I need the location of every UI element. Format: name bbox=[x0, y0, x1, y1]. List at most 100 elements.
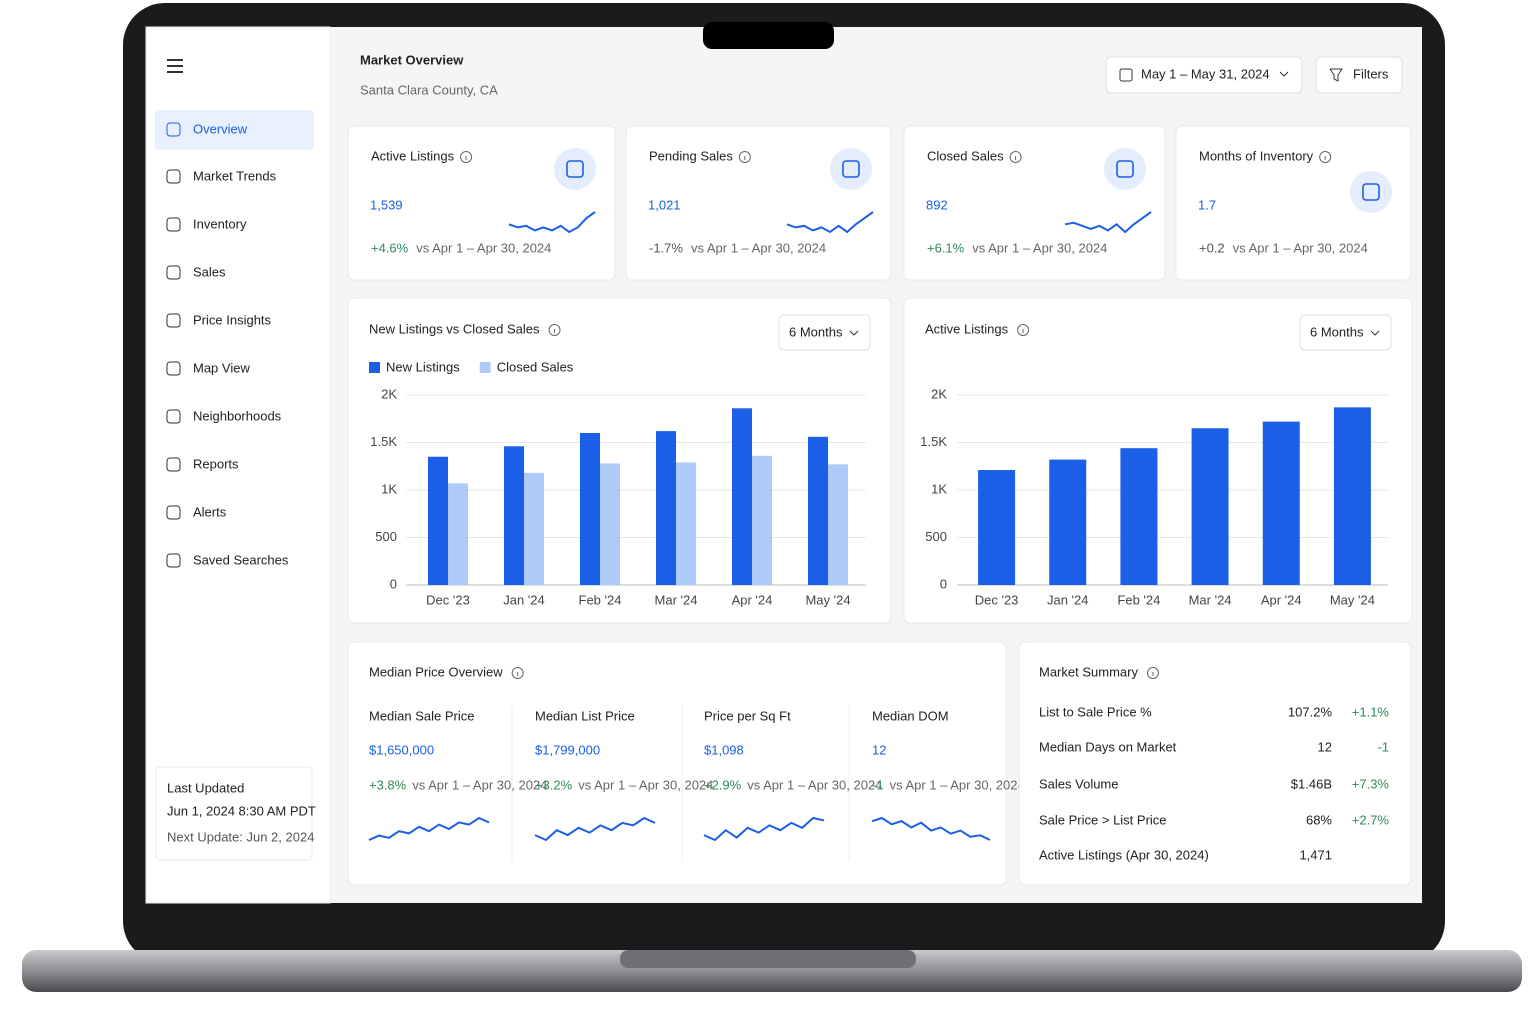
section-title: Market Summary bbox=[1039, 664, 1138, 679]
y-tick-label: 2K bbox=[931, 386, 947, 401]
metric-comparison: vs Apr 1 – Apr 30, 2024 bbox=[890, 777, 1025, 792]
card bbox=[625, 125, 892, 281]
nav-item[interactable]: Alerts bbox=[193, 504, 227, 519]
nav-item[interactable]: Map View bbox=[193, 360, 250, 375]
legend-label: New Listings bbox=[386, 359, 460, 374]
info-icon bbox=[548, 324, 561, 336]
y-tick-label: 500 bbox=[375, 529, 397, 544]
y-tick-label: 1.5K bbox=[920, 434, 947, 449]
kpi-value: 1,021 bbox=[648, 197, 681, 212]
nav-icon bbox=[166, 217, 181, 232]
chevron bbox=[1279, 71, 1289, 77]
sparkline bbox=[786, 211, 874, 234]
y-tick-label: 1K bbox=[381, 481, 397, 496]
laptop-base bbox=[22, 950, 1522, 992]
y-tick-label: 500 bbox=[925, 529, 947, 544]
kpi-icon-bg bbox=[1104, 148, 1146, 190]
y-tick-label: 0 bbox=[940, 576, 947, 591]
summary-change: +2.7% bbox=[1352, 812, 1390, 827]
card bbox=[903, 125, 1166, 281]
metric-comparison: vs Apr 1 – Apr 30, 2024 bbox=[412, 777, 547, 792]
metric-change: +2.9% bbox=[704, 777, 742, 792]
page-title: Market Overview bbox=[360, 52, 464, 67]
filters-button[interactable] bbox=[1315, 56, 1403, 94]
date-range-button[interactable] bbox=[1105, 56, 1303, 94]
chevron bbox=[849, 330, 859, 336]
bar bbox=[580, 433, 600, 585]
metric-change: +3.8% bbox=[369, 777, 407, 792]
kpi-change: -1.7% bbox=[649, 240, 683, 255]
nav-icon bbox=[166, 409, 181, 424]
legend-swatch bbox=[369, 362, 380, 373]
menu-icon[interactable] bbox=[167, 59, 183, 73]
period-dropdown[interactable] bbox=[778, 314, 871, 351]
info-icon bbox=[460, 151, 473, 163]
kpi-icon bbox=[566, 160, 584, 178]
legend-swatch bbox=[479, 362, 491, 373]
nav-icon bbox=[166, 313, 181, 328]
x-tick-label: Mar '24 bbox=[655, 592, 698, 607]
bar bbox=[428, 456, 448, 585]
metric-value: $1,098 bbox=[704, 742, 744, 757]
filter-icon bbox=[1329, 68, 1343, 82]
sidebar bbox=[145, 26, 331, 904]
nav-item[interactable]: Price Insights bbox=[193, 312, 272, 327]
chart-title: Active Listings bbox=[925, 321, 1009, 336]
nav-item[interactable]: Saved Searches bbox=[193, 552, 289, 567]
kpi-value: 1,539 bbox=[370, 197, 403, 212]
last-updated-time: Jun 1, 2024 8:30 AM PDT bbox=[167, 803, 316, 818]
summary-label: Median Days on Market bbox=[1039, 739, 1177, 754]
bar bbox=[752, 455, 772, 585]
nav-item[interactable]: Market Trends bbox=[193, 168, 277, 183]
x-tick-label: Apr '24 bbox=[732, 592, 773, 607]
card bbox=[1175, 125, 1412, 281]
nav-item[interactable]: Reports bbox=[193, 456, 239, 471]
bar bbox=[1049, 459, 1087, 585]
summary-label: Sale Price > List Price bbox=[1039, 812, 1167, 827]
metric-value: 12 bbox=[872, 742, 886, 757]
summary-value: 107.2% bbox=[1288, 704, 1333, 719]
summary-change: -1 bbox=[1377, 739, 1389, 754]
x-tick-label: Mar '24 bbox=[1189, 592, 1232, 607]
chart-title: New Listings vs Closed Sales bbox=[369, 321, 540, 336]
summary-label: Sales Volume bbox=[1039, 776, 1119, 791]
nav-item[interactable]: Inventory bbox=[193, 216, 247, 231]
nav-icon bbox=[166, 122, 181, 137]
bar bbox=[504, 446, 524, 585]
x-tick-label: Dec '23 bbox=[975, 592, 1019, 607]
metric-value: $1,650,000 bbox=[369, 742, 434, 757]
nav-item[interactable]: Overview bbox=[193, 121, 248, 136]
summary-value: 12 bbox=[1318, 739, 1332, 754]
x-tick-label: Feb '24 bbox=[1117, 592, 1160, 607]
kpi-comparison: vs Apr 1 – Apr 30, 2024 bbox=[691, 240, 826, 255]
kpi-icon-bg bbox=[830, 148, 872, 190]
info-icon bbox=[1146, 667, 1159, 679]
date-range: May 1 – May 31, 2024 bbox=[1141, 66, 1270, 81]
sparkline bbox=[1064, 211, 1152, 234]
bar bbox=[828, 464, 848, 585]
summary-label: Active Listings (Apr 30, 2024) bbox=[1039, 847, 1209, 862]
nav-item[interactable]: Neighborhoods bbox=[193, 408, 282, 423]
period-label: 6 Months bbox=[1310, 324, 1364, 339]
last-updated-box bbox=[155, 766, 313, 861]
y-tick-label: 1K bbox=[931, 481, 947, 496]
period-dropdown[interactable] bbox=[1299, 314, 1392, 351]
y-tick-label: 1.5K bbox=[370, 434, 397, 449]
metric-change: +3.2% bbox=[535, 777, 573, 792]
card bbox=[347, 125, 616, 281]
kpi-label: Pending Sales bbox=[649, 148, 733, 163]
kpi-label: Active Listings bbox=[371, 148, 455, 163]
metric-comparison: vs Apr 1 – Apr 30, 2024 bbox=[747, 777, 882, 792]
nav-icon bbox=[166, 553, 181, 568]
page-subtitle: Santa Clara County, CA bbox=[360, 82, 498, 97]
kpi-comparison: vs Apr 1 – Apr 30, 2024 bbox=[972, 240, 1107, 255]
bar bbox=[448, 483, 468, 585]
nav-icon bbox=[166, 265, 181, 280]
summary-value: 68% bbox=[1306, 812, 1332, 827]
metric-label: Price per Sq Ft bbox=[704, 708, 791, 723]
kpi-comparison: vs Apr 1 – Apr 30, 2024 bbox=[416, 240, 551, 255]
nav-item[interactable]: Sales bbox=[193, 264, 226, 279]
legend-label: Closed Sales bbox=[497, 359, 574, 374]
x-tick-label: Jan '24 bbox=[1047, 592, 1089, 607]
